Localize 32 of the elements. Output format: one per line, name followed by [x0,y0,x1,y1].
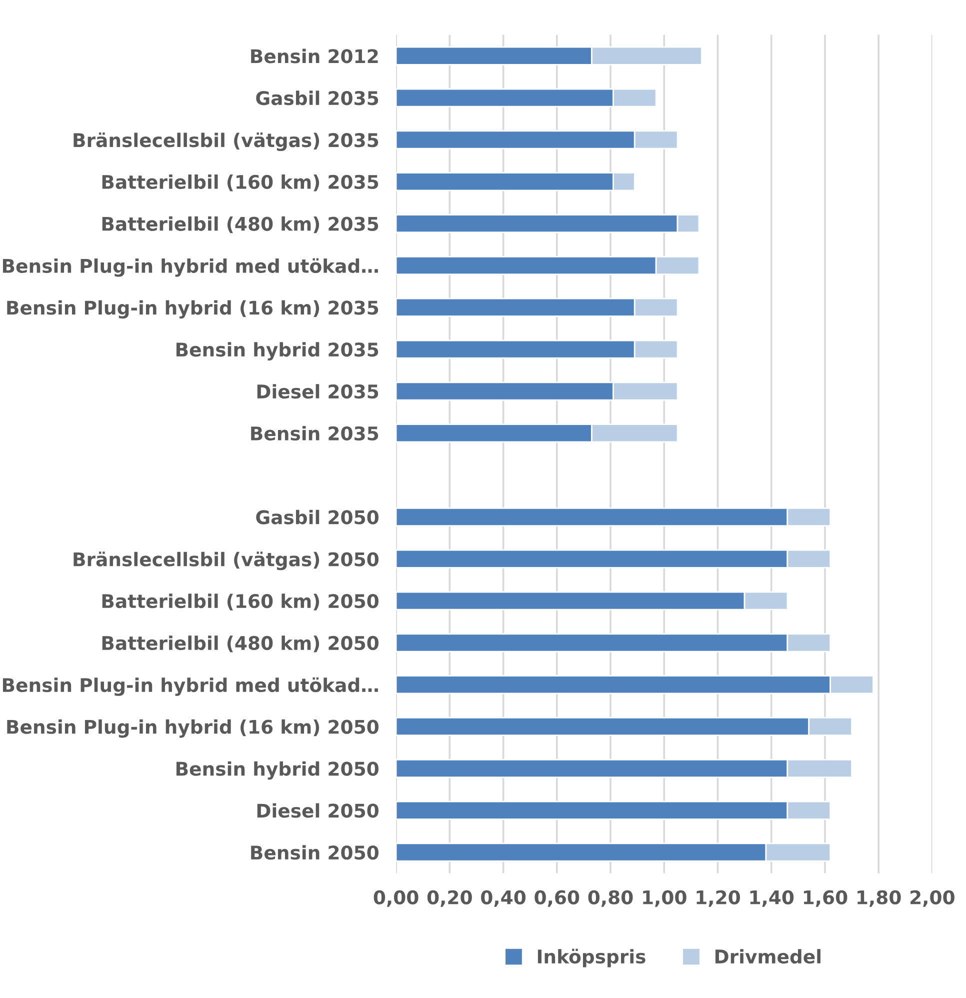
y-tick-label: Batterielbil (480 km) 2050 [102,636,378,652]
y-tick-label: Bränslecellsbil (vätgas) 2050 [74,552,378,570]
y-tick-label: Bensin 2050 [251,845,378,860]
x-tick-label: 1,00 [643,890,686,907]
y-tick-label: Bensin Plug-in hybrid (16 km) 2050 [7,719,379,738]
x-tick-label: 1,80 [858,890,901,907]
x-tick-label: 0,20 [427,890,472,907]
legend-label: Drivmedel [715,949,820,964]
y-tick-label: Bränslecellsbil (vätgas) 2035 [74,132,378,152]
y-tick-label: Bensin Plug-in hybrid (16 km) 2035 [7,300,378,319]
y-tick-label: Bensin 2012 [251,48,378,64]
y-tick-label: Bensin Plug-in hybrid med utökad… [2,258,378,277]
x-tick-label: 0,40 [481,890,526,907]
y-tick-label: Bensin Plug-in hybrid med utökad… [2,677,378,696]
y-tick-label: Batterielbil (160 km) 2035 [102,174,378,192]
y-tick-label: Bensin 2035 [251,426,378,441]
x-tick-label: 2,00 [910,890,954,907]
y-tick-label: Diesel 2050 [257,803,378,818]
y-tick-label: Gasbil 2035 [256,90,378,106]
y-tick-label: Bensin hybrid 2050 [176,761,378,780]
x-tick-label: 1,60 [804,890,848,907]
legend-label: Inköpspris [538,948,646,968]
y-tick-label: Diesel 2035 [257,384,378,399]
x-tick-label: 0,60 [534,890,580,907]
y-tick-label: Batterielbil (480 km) 2035 [102,216,378,234]
y-tick-label: Gasbil 2050 [256,510,378,524]
y-tick-label: Bensin hybrid 2035 [176,342,378,360]
x-tick-label: 1,40 [750,890,794,907]
x-tick-label: 0,80 [588,890,633,907]
x-tick-label: 0,00 [374,890,418,907]
x-tick-label: 1,20 [696,890,740,907]
y-tick-label: Batterielbil (160 km) 2050 [102,594,378,610]
